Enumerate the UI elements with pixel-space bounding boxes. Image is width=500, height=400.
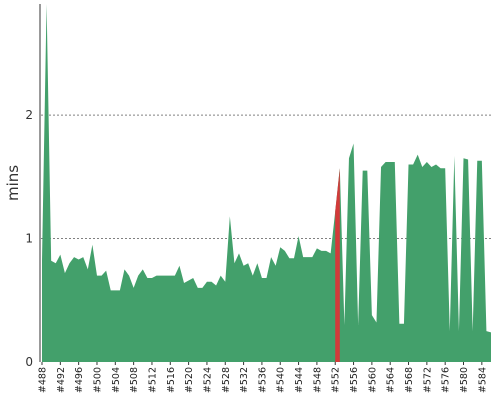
- x-tick-label: #524: [202, 367, 213, 393]
- y-axis-label: mins: [4, 165, 22, 201]
- y-tick-label: 0: [25, 355, 33, 369]
- x-tick-label: #516: [166, 367, 177, 393]
- x-tick-label: #536: [257, 367, 268, 393]
- x-tick-label: #532: [239, 367, 250, 393]
- area-fill: [42, 4, 491, 362]
- x-tick-label: #560: [367, 367, 378, 393]
- y-tick-label: 2: [25, 108, 33, 122]
- x-tick-label: #488: [38, 367, 49, 393]
- x-tick-label: #492: [56, 367, 67, 393]
- x-tick-label: #564: [386, 367, 397, 393]
- x-tick-label: #544: [294, 367, 305, 393]
- x-tick-label: #520: [184, 367, 195, 393]
- x-tick-label: #576: [441, 367, 452, 393]
- area-series: [42, 4, 491, 362]
- x-tick-label: #584: [477, 367, 488, 393]
- y-tick-labels: 0 1 2: [25, 108, 33, 369]
- highlight-segment: [335, 168, 340, 362]
- x-tick-label: #512: [147, 367, 158, 393]
- x-tick-label: #504: [111, 367, 122, 393]
- x-tick-label: #496: [74, 367, 85, 393]
- grid-lines: [41, 114, 491, 240]
- y-tick-label: 1: [25, 232, 33, 246]
- x-tick-label: #500: [92, 367, 103, 393]
- x-tick-label: #552: [331, 367, 342, 393]
- x-tick-label: #508: [129, 367, 140, 393]
- x-tick-label: #572: [422, 367, 433, 393]
- x-tick-labels: #488 #492 #496 #500 #504 #508 #512 #516 #520 #524…: [38, 362, 488, 393]
- x-tick-label: #556: [349, 367, 360, 393]
- x-tick-label: #540: [276, 367, 287, 393]
- x-tick-label: #548: [312, 367, 323, 393]
- x-tick-label: #568: [404, 367, 415, 393]
- x-tick-label: #528: [221, 367, 232, 393]
- x-tick-label: #580: [459, 367, 470, 393]
